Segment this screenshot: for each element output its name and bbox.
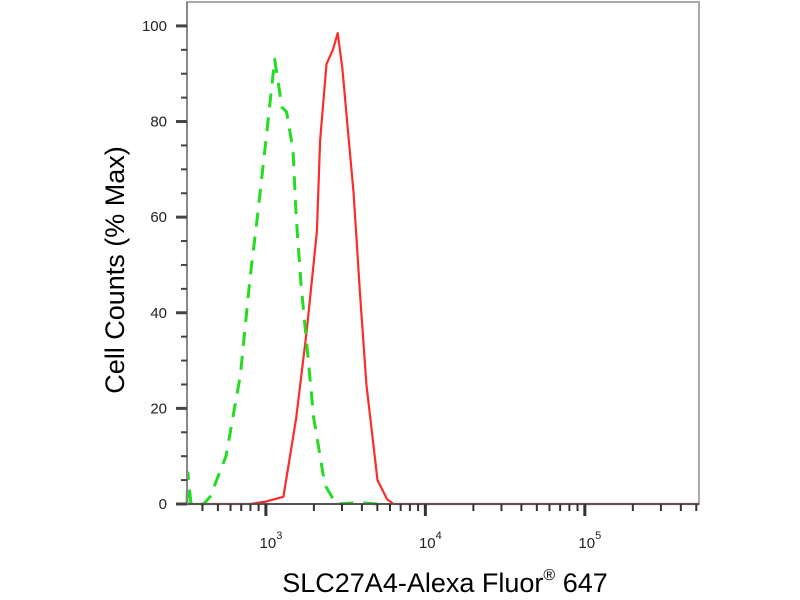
y-tick-label: 40 (150, 305, 167, 322)
x-axis-title-sup: ® (543, 567, 555, 584)
x-tick-label: 104 (419, 530, 442, 552)
y-tick-label: 0 (159, 496, 167, 513)
series-line-solid (187, 32, 699, 506)
x-tick-exponent: 4 (436, 530, 442, 542)
y-tick-label: 100 (142, 18, 167, 35)
x-tick-exponent: 5 (595, 530, 601, 542)
x-tick-exponent: 3 (276, 530, 282, 542)
series-line-dashed (185, 57, 378, 506)
y-tick-label: 20 (150, 400, 167, 417)
y-tick-label: 80 (150, 114, 167, 131)
y-axis-title: Cell Counts (% Max) (100, 146, 130, 394)
y-tick-label: 60 (150, 209, 167, 226)
plot-frame (186, 1, 700, 505)
x-tick-base: 10 (578, 535, 595, 552)
x-axis-title: SLC27A4-Alexa Fluor® 647 (282, 567, 608, 598)
x-axis-title-main: SLC27A4-Alexa Fluor (282, 568, 543, 598)
x-axis-title-suffix: 647 (555, 568, 608, 598)
x-tick-base: 10 (419, 535, 436, 552)
x-tick-label: 103 (260, 530, 283, 552)
x-tick-label: 105 (578, 530, 601, 552)
x-tick-base: 10 (260, 535, 277, 552)
plot-border (186, 1, 700, 505)
series-group (185, 32, 699, 506)
